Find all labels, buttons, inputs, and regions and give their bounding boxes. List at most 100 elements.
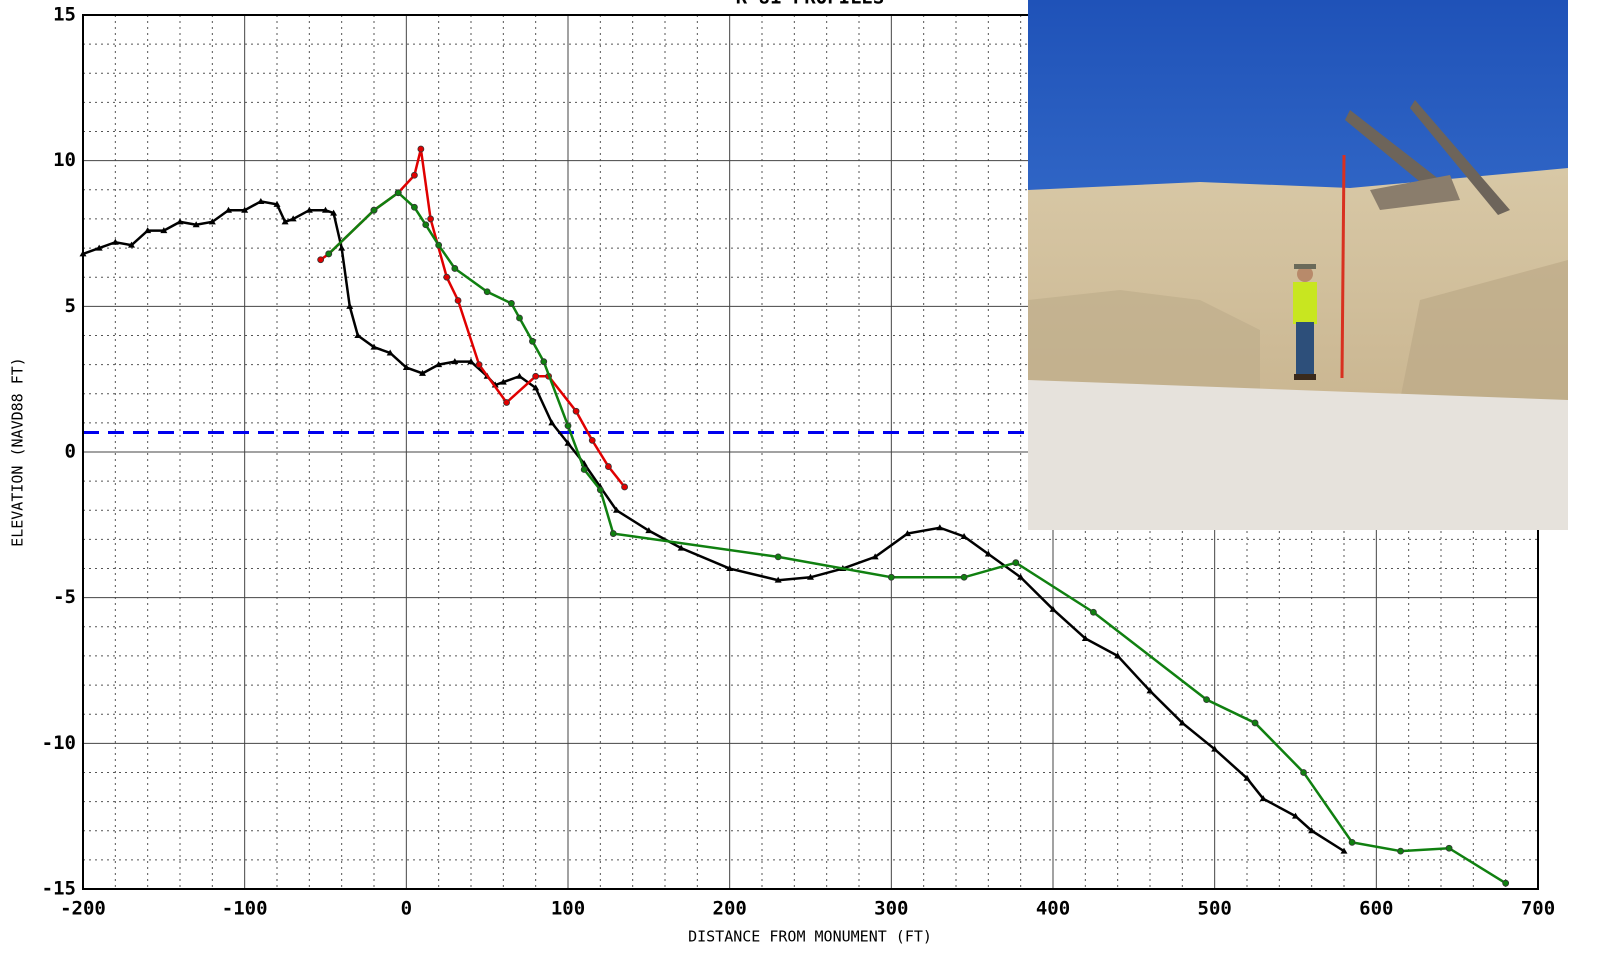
x-tick-label: 300 [874,898,908,920]
y-tick-label: 10 [53,149,76,171]
point-marker [726,565,734,572]
x-tick-label: 500 [1198,898,1232,920]
point-marker [305,206,313,213]
point-marker [443,273,451,281]
point-marker [516,372,523,379]
point-marker [1292,812,1299,819]
point-marker [1308,827,1316,834]
point-marker [483,288,491,296]
point-marker [128,241,135,248]
x-tick-label: 100 [551,898,585,920]
point-marker [580,466,588,473]
point-marker [645,527,653,534]
point-marker [346,302,354,309]
point-marker [427,215,434,223]
point-marker [548,419,556,426]
point-marker [241,206,249,213]
point-marker [1211,745,1219,752]
point-marker [225,206,232,213]
point-marker [273,200,281,207]
point-marker [330,209,338,216]
point-marker [208,218,216,225]
point-marker [325,250,333,258]
point-marker [1090,608,1097,616]
point-marker [354,331,362,338]
point-marker [475,361,483,369]
point-marker [960,573,968,581]
point-marker [572,407,580,415]
point-marker [936,524,944,531]
point-marker [1259,795,1267,802]
point-marker [508,300,515,307]
point-marker [564,439,572,446]
y-tick-label: 15 [53,4,76,26]
y-tick-label: -10 [42,732,76,754]
point-marker [322,206,329,213]
x-tick-label: 400 [1036,898,1070,920]
chart-title: R-81 PROFILES [736,0,885,9]
point-marker [1340,847,1348,854]
point-marker [1300,769,1307,776]
point-marker [621,483,628,491]
point-marker [402,364,410,371]
x-tick-label: -100 [222,898,268,920]
point-marker [887,573,895,581]
point-marker [588,436,596,444]
point-marker [503,399,510,406]
point-marker [370,343,378,350]
point-marker [160,227,168,234]
point-marker [605,463,612,470]
point-marker [904,530,911,537]
point-marker [1348,838,1356,846]
point-marker [338,244,346,251]
point-marker [435,361,443,368]
point-marker [417,145,425,153]
point-marker [596,486,604,494]
point-marker [1081,634,1089,641]
x-tick-label: 200 [713,898,747,920]
point-marker [467,358,475,365]
point-marker [1243,774,1251,781]
point-marker [386,349,394,356]
point-marker [281,218,289,225]
point-marker [774,553,782,561]
y-tick-label: -5 [53,586,76,608]
point-marker [111,238,119,245]
point-marker [532,384,540,391]
point-marker [1049,605,1057,612]
point-marker [176,218,184,225]
point-marker [499,378,507,385]
point-marker [1445,844,1453,852]
point-marker [1203,696,1210,704]
point-marker [540,358,548,366]
point-marker [677,544,685,551]
y-axis-label: ELEVATION (NAVD88 FT) [9,357,27,547]
point-marker [984,550,992,557]
point-marker [419,369,426,376]
point-marker [807,573,814,580]
point-marker [411,203,418,211]
point-marker [1397,847,1404,855]
x-tick-label: 0 [401,898,412,920]
point-marker [289,215,297,222]
point-marker [435,241,443,249]
point-marker [960,532,968,539]
point-marker [144,227,152,234]
x-tick-label: -200 [60,898,106,920]
point-marker [422,221,430,229]
series-line [319,148,626,488]
y-tick-label: 0 [65,441,76,463]
point-marker [95,244,103,251]
point-marker [516,314,523,322]
point-marker [454,297,462,304]
point-marker [609,530,617,537]
point-marker [1017,573,1025,580]
point-marker [451,265,459,272]
point-marker [317,256,325,264]
point-marker [529,337,536,345]
point-marker [564,422,572,430]
x-axis-label: DISTANCE FROM MONUMENT (FT) [688,928,932,946]
series-line [327,191,1507,885]
point-marker [1178,719,1186,726]
